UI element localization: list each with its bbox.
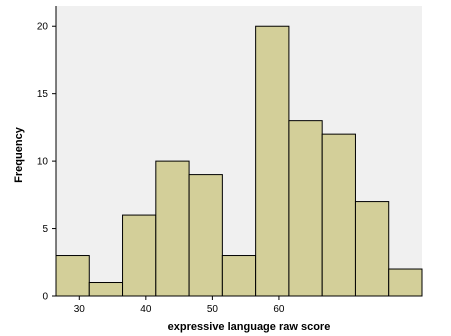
x-tick-label: 50: [207, 304, 219, 315]
y-axis-title: Frequency: [13, 126, 25, 183]
y-ticks: 0 5 10 15 20: [37, 22, 56, 303]
histogram-bar-3: [155, 160, 190, 297]
histogram-bar-1: [88, 282, 124, 297]
histogram-bar-0: [55, 255, 90, 297]
histogram-bar-9: [354, 201, 390, 297]
y-tick-label: 0: [42, 292, 48, 303]
x-ticks: 30 40 50 60: [74, 296, 285, 315]
y-tick-label: 10: [37, 157, 49, 168]
histogram-bar-4: [188, 174, 223, 297]
x-axis-title: expressive language raw score: [168, 321, 331, 333]
y-tick-label: 15: [37, 89, 49, 100]
histogram-bar-10: [388, 268, 423, 297]
x-tick-label: 40: [140, 304, 152, 315]
x-tick-label: 60: [273, 304, 285, 315]
y-tick-label: 5: [42, 224, 48, 235]
bars-group: [55, 25, 423, 297]
x-tick-label: 30: [74, 304, 86, 315]
y-tick-label: 20: [37, 22, 49, 33]
histogram-bar-8: [321, 133, 356, 297]
histogram-bar-7: [288, 120, 323, 297]
histogram-bar-6: [255, 25, 290, 297]
histogram-bar-2: [122, 214, 157, 297]
histogram-bar-5: [221, 255, 257, 297]
